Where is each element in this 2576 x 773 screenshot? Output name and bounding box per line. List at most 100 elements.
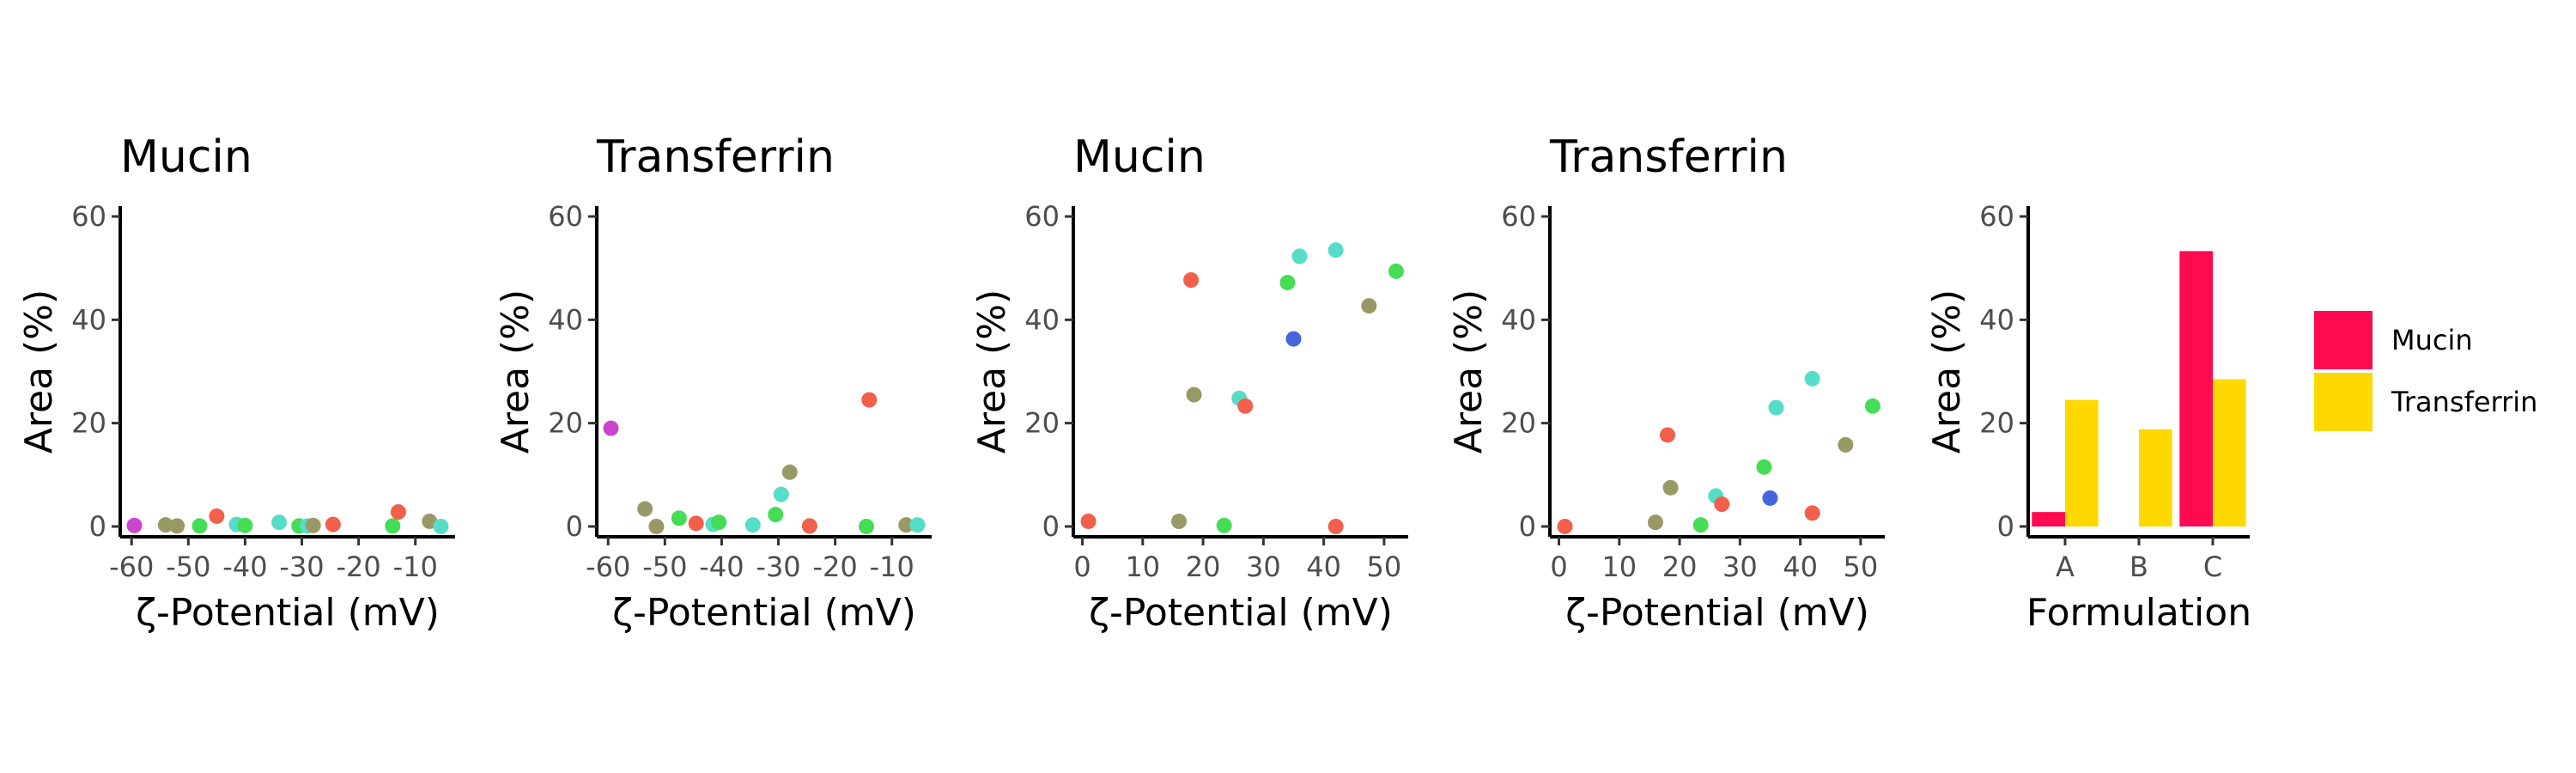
x-tick-label: 0 bbox=[1073, 551, 1091, 583]
x-tick-label: 30 bbox=[1246, 551, 1281, 583]
x-tick-label: -60 bbox=[109, 551, 154, 583]
data-point bbox=[1327, 518, 1344, 534]
data-point bbox=[909, 517, 926, 533]
data-point bbox=[1186, 386, 1202, 403]
data-point bbox=[1838, 436, 1854, 453]
data-point bbox=[637, 501, 653, 517]
data-point bbox=[1692, 517, 1709, 533]
data-point bbox=[773, 486, 789, 502]
data-point bbox=[671, 510, 687, 526]
y-tick-label: 20 bbox=[1501, 407, 1536, 440]
data-point bbox=[1762, 490, 1778, 506]
panel-title: Mucin bbox=[120, 131, 252, 183]
x-tick-label: -40 bbox=[699, 551, 744, 583]
data-point bbox=[433, 518, 449, 534]
legend-key-mucin bbox=[2314, 311, 2372, 369]
panel-3: Mucin 0 20 40 60 Area (%) ζ-Potential (mV) 0 10 2… bbox=[970, 131, 1408, 635]
x-tick-label: B bbox=[2129, 551, 2148, 583]
y-axis-label: Area (%) bbox=[17, 289, 61, 453]
data-point bbox=[688, 515, 704, 532]
y-tick-label: 20 bbox=[548, 407, 583, 440]
y-tick-label: 40 bbox=[1979, 303, 2014, 336]
data-point bbox=[1216, 517, 1232, 533]
y-tick-label: 0 bbox=[1519, 510, 1536, 543]
data-point bbox=[1756, 459, 1772, 475]
x-tick-label: 50 bbox=[1844, 551, 1879, 583]
panel-4: Transferrin 0 20 40 60 Area (%) ζ-Potential (m… bbox=[1447, 131, 1885, 635]
data-point bbox=[1080, 513, 1097, 529]
x-tick-label: 0 bbox=[1550, 551, 1567, 583]
x-tick-label: 50 bbox=[1367, 551, 1402, 583]
data-point bbox=[1327, 242, 1344, 259]
data-point bbox=[385, 518, 401, 534]
x-tick-label: 10 bbox=[1601, 551, 1637, 583]
y-axis-label: Area (%) bbox=[970, 289, 1014, 453]
x-tick-label: 10 bbox=[1125, 551, 1160, 583]
y-axis-label: Area (%) bbox=[1447, 289, 1491, 453]
y-tick-label: 20 bbox=[1024, 407, 1060, 440]
data-point bbox=[209, 508, 225, 524]
data-point bbox=[781, 464, 798, 480]
x-tick-label: -60 bbox=[586, 551, 630, 583]
panel-title: Mucin bbox=[1073, 131, 1206, 183]
x-tick-label: A bbox=[2056, 551, 2075, 583]
data-point bbox=[1170, 513, 1187, 529]
data-point bbox=[271, 514, 288, 531]
x-tick-label: 20 bbox=[1662, 551, 1698, 583]
data-point bbox=[1291, 248, 1308, 265]
y-axis-label: Area (%) bbox=[1925, 289, 1969, 453]
data-point bbox=[711, 514, 727, 531]
data-point bbox=[1768, 399, 1784, 416]
data-point bbox=[1237, 398, 1254, 414]
data-point bbox=[157, 517, 173, 533]
data-point bbox=[390, 504, 406, 520]
x-axis-label: ζ-Potential (mV) bbox=[1565, 591, 1869, 635]
x-axis-label: ζ-Potential (mV) bbox=[612, 591, 916, 635]
x-tick-label: -30 bbox=[279, 551, 324, 583]
legend-label: Mucin bbox=[2391, 324, 2473, 356]
data-point bbox=[1662, 479, 1679, 496]
data-point bbox=[1647, 514, 1663, 531]
y-axis-label: Area (%) bbox=[494, 289, 538, 453]
data-point bbox=[1279, 275, 1296, 291]
x-tick-label: -20 bbox=[812, 551, 857, 583]
data-point bbox=[126, 517, 143, 533]
x-tick-label: 20 bbox=[1186, 551, 1221, 583]
panel-2: Transferrin 0 20 40 60 Area (%) ζ-Potential (m… bbox=[494, 131, 932, 635]
y-tick-label: 0 bbox=[566, 510, 583, 543]
y-tick-label: 0 bbox=[89, 510, 106, 543]
data-point bbox=[744, 517, 761, 533]
data-point bbox=[1864, 398, 1880, 414]
y-tick-label: 40 bbox=[1501, 303, 1536, 336]
y-tick-label: 40 bbox=[1024, 303, 1060, 336]
data-point bbox=[1361, 298, 1377, 314]
x-tick-label: -50 bbox=[166, 551, 210, 583]
x-tick-label: 40 bbox=[1306, 551, 1341, 583]
data-point bbox=[648, 518, 665, 534]
data-point bbox=[1183, 272, 1200, 289]
x-tick-label: -40 bbox=[222, 551, 267, 583]
data-point bbox=[191, 518, 208, 534]
data-point bbox=[169, 518, 185, 534]
y-tick-label: 60 bbox=[1979, 200, 2014, 233]
data-point bbox=[801, 518, 817, 534]
data-point bbox=[1285, 331, 1302, 347]
panel-title: Transferrin bbox=[1549, 131, 1788, 183]
bar-transferrin-c bbox=[2213, 379, 2246, 526]
y-tick-label: 0 bbox=[1997, 510, 2014, 543]
data-point bbox=[1804, 370, 1820, 386]
data-point bbox=[237, 517, 253, 533]
data-point bbox=[898, 517, 914, 533]
data-point bbox=[603, 420, 619, 436]
x-tick-label: 30 bbox=[1722, 551, 1758, 583]
data-point bbox=[1660, 427, 1676, 443]
data-point bbox=[1804, 505, 1820, 521]
x-tick-label: -30 bbox=[756, 551, 800, 583]
data-point bbox=[1714, 496, 1730, 513]
data-point bbox=[858, 518, 874, 534]
data-point bbox=[305, 517, 321, 533]
y-tick-label: 60 bbox=[71, 200, 106, 233]
bar-transferrin-a bbox=[2065, 399, 2099, 526]
x-tick-label: C bbox=[2203, 551, 2222, 583]
